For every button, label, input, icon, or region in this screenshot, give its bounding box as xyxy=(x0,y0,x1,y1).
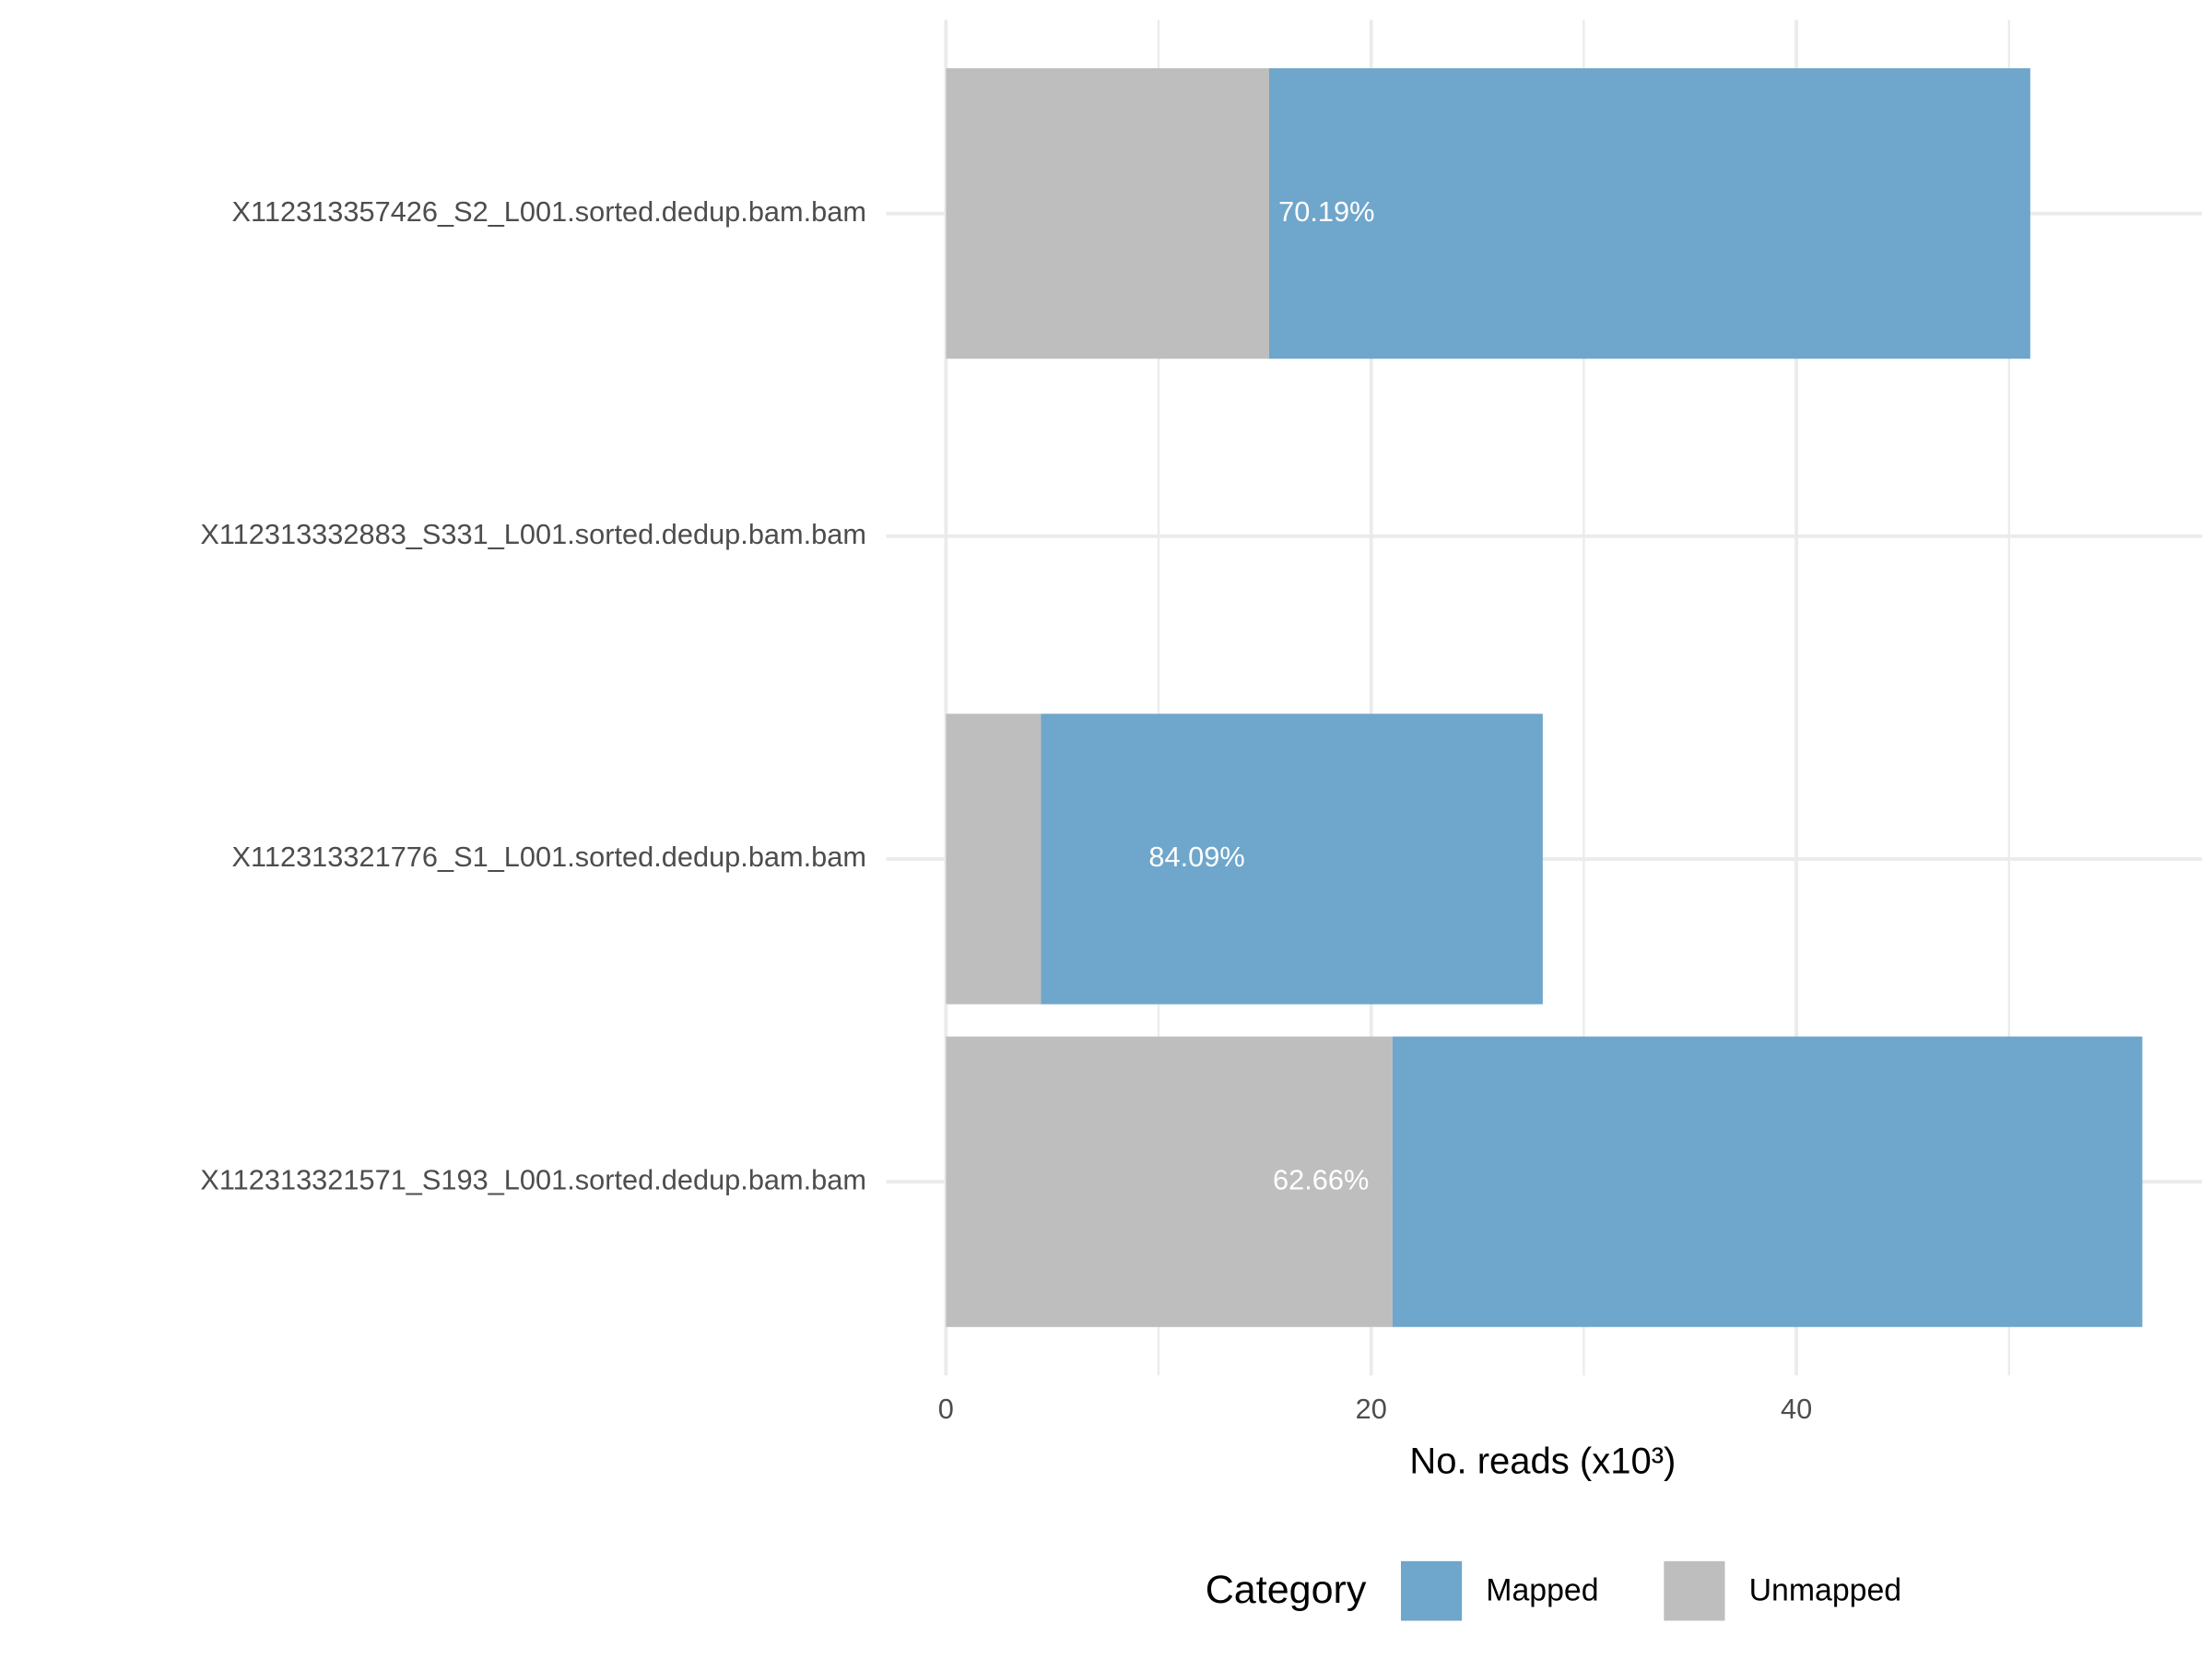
y-tick-label: X112313321571_S193_L001.sorted.dedup.bam… xyxy=(200,1163,866,1195)
y-tick-label: X112313321776_S1_L001.sorted.dedup.bam.b… xyxy=(232,841,866,873)
bar-label: 84.09% xyxy=(1148,841,1244,873)
bar xyxy=(1392,1036,2143,1327)
bar xyxy=(946,713,1041,1005)
y-tick-label: X112313357426_S2_L001.sorted.dedup.bam.b… xyxy=(232,195,866,228)
legend-label: Mapped xyxy=(1486,1573,1598,1608)
bar-label: 70.19% xyxy=(1278,195,1374,228)
legend-key xyxy=(1401,1560,1463,1621)
x-tick-label: 0 xyxy=(938,1393,954,1425)
bar xyxy=(946,68,1269,359)
bars xyxy=(946,68,2143,1327)
x-tick-label: 20 xyxy=(1356,1393,1387,1425)
bar xyxy=(1041,713,1543,1005)
legend-title: Category xyxy=(1206,1568,1367,1612)
x-tick-label: 40 xyxy=(1781,1393,1812,1425)
bar-label: 62.66% xyxy=(1273,1163,1369,1195)
bar xyxy=(946,1036,1393,1327)
legend-label: Unmapped xyxy=(1749,1573,1902,1608)
legend-key xyxy=(1664,1560,1725,1621)
bar xyxy=(1268,68,2030,359)
y-tick-label: X112313332883_S331_L001.sorted.dedup.bam… xyxy=(200,518,866,550)
x-axis-title: No. reads (x10³) xyxy=(1409,1441,1676,1481)
labels: 0 20 40 X112313357426_S2_L001.sorted.dedup.… xyxy=(200,195,1812,1425)
